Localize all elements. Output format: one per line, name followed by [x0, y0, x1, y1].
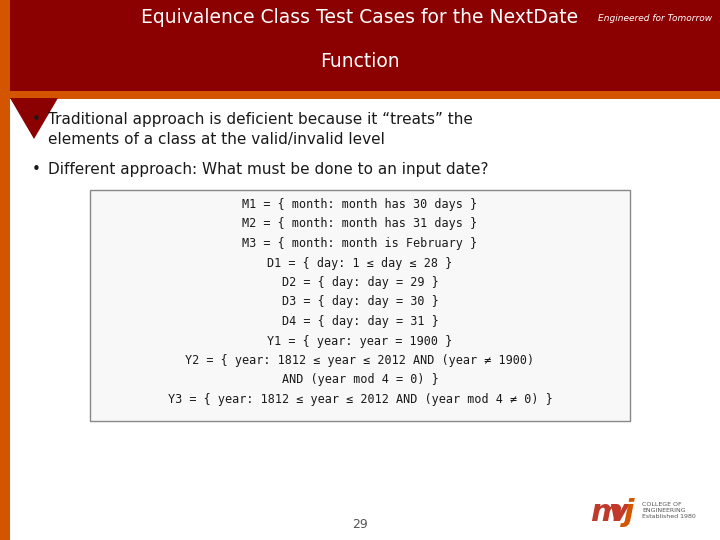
Bar — [0, 91, 720, 99]
Text: M3 = { month: month is February }: M3 = { month: month is February } — [243, 237, 477, 250]
Polygon shape — [10, 98, 58, 139]
Text: Y2 = { year: 1812 ≤ year ≤ 2012 AND (year ≠ 1900): Y2 = { year: 1812 ≤ year ≤ 2012 AND (yea… — [186, 354, 534, 367]
Text: D3 = { day: day = 30 }: D3 = { day: day = 30 } — [282, 295, 438, 308]
Text: •: • — [32, 162, 41, 177]
Text: Different approach: What must be done to an input date?: Different approach: What must be done to… — [48, 162, 488, 177]
Text: D2 = { day: day = 29 }: D2 = { day: day = 29 } — [282, 276, 438, 289]
Text: 29: 29 — [352, 518, 368, 531]
Text: D1 = { day: 1 ≤ day ≤ 28 }: D1 = { day: 1 ≤ day ≤ 28 } — [267, 256, 453, 269]
Text: M2 = { month: month has 31 days }: M2 = { month: month has 31 days } — [243, 218, 477, 231]
Text: AND (year mod 4 = 0) }: AND (year mod 4 = 0) } — [282, 374, 438, 387]
Text: Function: Function — [320, 52, 400, 71]
Text: D4 = { day: day = 31 }: D4 = { day: day = 31 } — [282, 315, 438, 328]
Text: elements of a class at the valid/invalid level: elements of a class at the valid/invalid… — [48, 132, 385, 147]
Text: Y1 = { year: year = 1900 }: Y1 = { year: year = 1900 } — [267, 334, 453, 348]
Text: j: j — [624, 498, 634, 527]
Text: •: • — [32, 112, 41, 127]
Bar — [0, 0, 720, 97]
Text: Traditional approach is deficient because it “treats” the: Traditional approach is deficient becaus… — [48, 112, 473, 127]
Text: m: m — [590, 498, 622, 527]
Text: Equivalence Class Test Cases for the NextDate: Equivalence Class Test Cases for the Nex… — [141, 8, 579, 27]
Text: Y3 = { year: 1812 ≤ year ≤ 2012 AND (year mod 4 ≠ 0) }: Y3 = { year: 1812 ≤ year ≤ 2012 AND (yea… — [168, 393, 552, 406]
Bar — [90, 190, 630, 421]
Text: Engineered for Tomorrow: Engineered for Tomorrow — [598, 14, 712, 23]
Bar — [0, 0, 10, 540]
Text: COLLEGE OF
ENGINEERING
Established 1980: COLLEGE OF ENGINEERING Established 1980 — [642, 502, 696, 518]
Text: M1 = { month: month has 30 days }: M1 = { month: month has 30 days } — [243, 198, 477, 211]
Text: v: v — [608, 498, 628, 527]
